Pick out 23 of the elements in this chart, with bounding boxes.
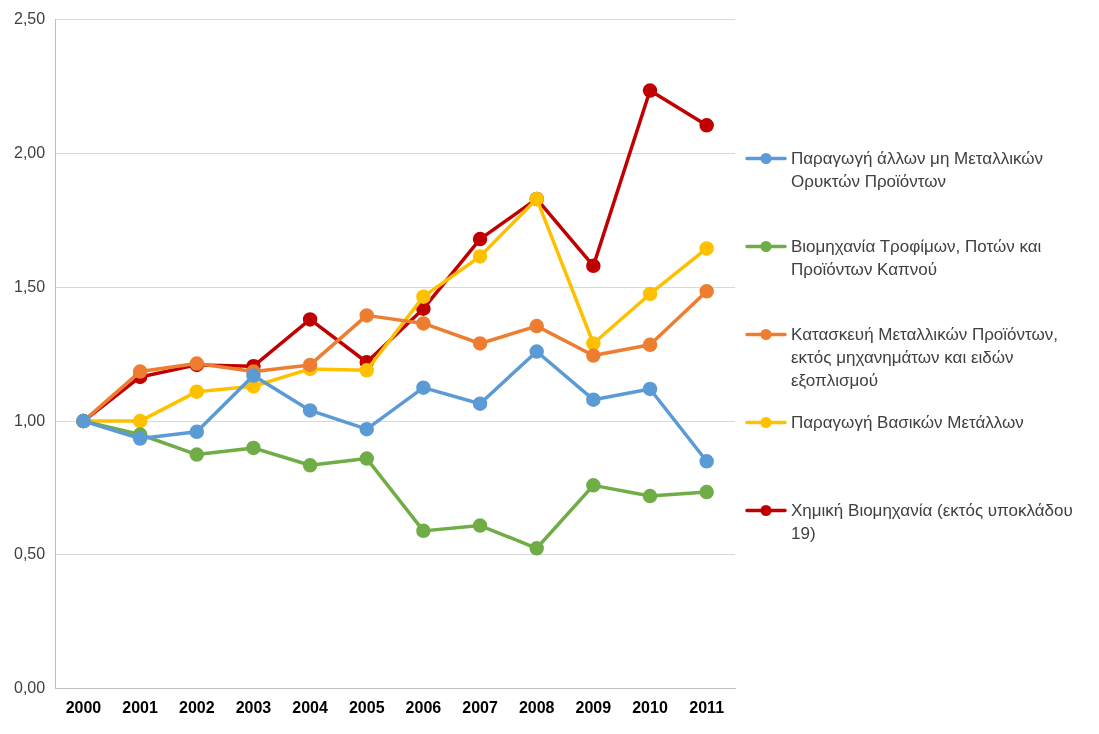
- y-tick-label: 0,50: [14, 545, 46, 563]
- y-tick-label: 2,00: [14, 143, 46, 161]
- legend-label: Παραγωγή Βασικών Μετάλλων: [791, 412, 1024, 434]
- y-tick-label: 1,00: [14, 411, 46, 429]
- x-tick-label: 2010: [632, 698, 668, 716]
- x-tick-label: 2008: [518, 698, 555, 716]
- x-tick-label: 2005: [348, 698, 385, 716]
- x-tick-label: 2000: [65, 698, 102, 716]
- x-tick-label: 2001: [122, 698, 159, 716]
- x-tick-label: 2011: [689, 698, 725, 716]
- x-tick-label: 2007: [462, 698, 498, 716]
- legend-label: Παραγωγή άλλων μη Μεταλλικών Ορυκτών Προϊόντων: [791, 148, 1044, 193]
- x-tick-label: 2009: [575, 698, 612, 716]
- x-tick-label: 2003: [235, 698, 272, 716]
- legend-label: Κατασκευή Μεταλλικών Προϊόντων, εκτός μηχανημάτων και ειδών εξοπλισμού: [791, 324, 1060, 392]
- x-tick-label: 2004: [292, 698, 328, 716]
- y-tick-label: 2,50: [14, 10, 46, 28]
- x-tick-label: 2002: [178, 698, 215, 716]
- legend-label: Χημική Βιομηχανία (εκτός υποκλάδου 19): [791, 500, 1074, 545]
- y-tick-label: 0,00: [14, 679, 46, 697]
- x-tick-label: 2006: [405, 698, 442, 716]
- legend-label: Βιομηχανία Τροφίμων, Ποτών και Προϊόντων Καπνού: [791, 236, 1043, 281]
- y-tick-label: 1,50: [14, 277, 46, 295]
